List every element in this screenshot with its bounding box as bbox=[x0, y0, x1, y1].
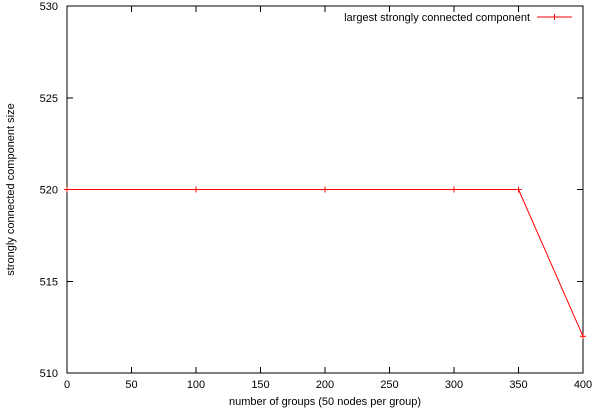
y-axis-ticks: 510 515 520 525 530 bbox=[40, 1, 583, 380]
y-axis-label: strongly connected component size bbox=[5, 103, 17, 275]
x-tick-label: 200 bbox=[316, 379, 334, 391]
x-tick-label: 150 bbox=[251, 379, 269, 391]
x-axis-label: number of groups (50 nodes per group) bbox=[229, 396, 421, 408]
legend: largest strongly connected component bbox=[344, 12, 572, 24]
x-tick-label: 250 bbox=[380, 379, 398, 391]
legend-label-largest-scc: largest strongly connected component bbox=[344, 12, 530, 24]
data-point bbox=[451, 186, 457, 193]
x-tick-label: 300 bbox=[445, 379, 463, 391]
x-tick-label: 100 bbox=[187, 379, 205, 391]
y-tick-label: 530 bbox=[40, 1, 58, 13]
data-point bbox=[322, 186, 328, 193]
legend-marker bbox=[551, 14, 558, 20]
x-tick-label: 350 bbox=[509, 379, 527, 391]
x-axis-ticks: 0 50 100 150 200 250 300 350 400 bbox=[64, 6, 592, 391]
series-line-0 bbox=[67, 189, 584, 337]
x-tick-label: 400 bbox=[574, 379, 592, 391]
series-layer bbox=[64, 186, 586, 340]
x-tick-label: 0 bbox=[64, 379, 70, 391]
data-point bbox=[515, 186, 522, 193]
y-tick-label: 520 bbox=[40, 185, 58, 197]
y-tick-label: 510 bbox=[40, 368, 58, 380]
legend-marker-plus bbox=[551, 14, 558, 20]
x-tick-label: 50 bbox=[125, 379, 137, 391]
data-point bbox=[193, 186, 199, 193]
data-point bbox=[580, 333, 586, 340]
data-point bbox=[64, 186, 70, 193]
y-tick-label: 525 bbox=[40, 93, 58, 105]
y-tick-label: 515 bbox=[40, 276, 58, 288]
